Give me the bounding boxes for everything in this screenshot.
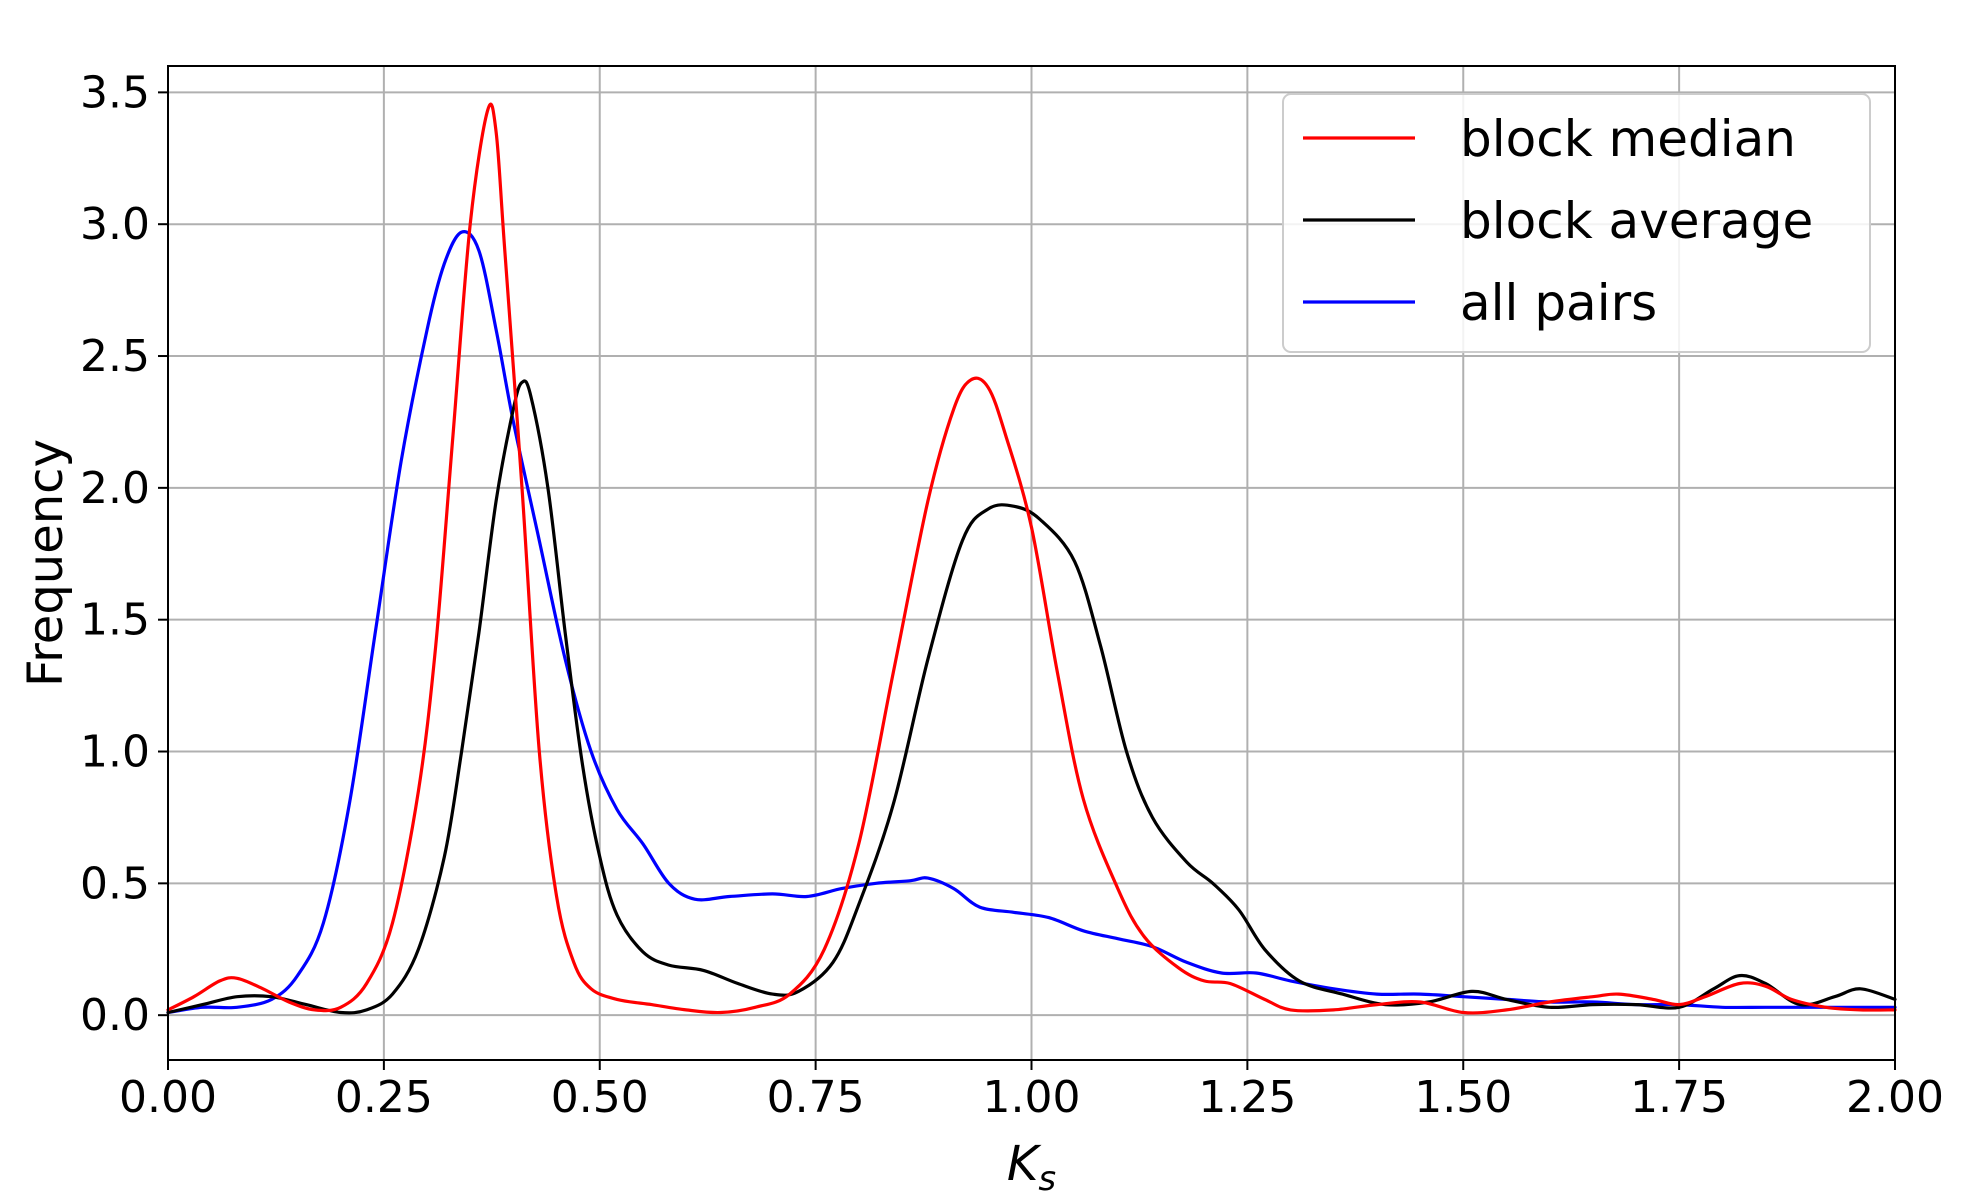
series-line-block-median	[166, 102, 1897, 1015]
legend-label-all-pairs: all pairs	[1460, 274, 1657, 332]
x-axis-label-subscript: s	[1038, 1159, 1056, 1195]
x-axis-label-main: K	[1007, 1136, 1042, 1192]
x-tick-label: 1.50	[1414, 1072, 1512, 1123]
legend: block median block average all pairs	[1282, 93, 1871, 353]
y-tick-label: 0.0	[80, 990, 150, 1041]
y-axis-label: Frequency	[18, 439, 74, 687]
x-tick-label: 0.75	[767, 1072, 865, 1123]
legend-label-block-average: block average	[1460, 192, 1813, 250]
axis-ticks: 0.00 0.25 0.50 0.75 1.00 1.25 1.50 1.75 2.00 0.0 0…	[80, 67, 1944, 1123]
x-tick-label: 0.50	[551, 1072, 649, 1123]
y-tick-label: 0.5	[80, 858, 150, 909]
series-line-block-average	[166, 379, 1897, 1015]
y-tick-label: 3.0	[80, 199, 150, 250]
plot-area	[166, 102, 1897, 1015]
legend-box	[1282, 93, 1871, 353]
x-tick-label: 1.75	[1630, 1072, 1728, 1123]
y-tick-label: 2.0	[80, 463, 150, 514]
x-tick-label: 0.25	[335, 1072, 433, 1123]
y-tick-label: 2.5	[80, 331, 150, 382]
x-tick-label: 1.25	[1198, 1072, 1296, 1123]
x-tick-label: 0.00	[119, 1072, 217, 1123]
x-axis-label: Ks	[1007, 1136, 1056, 1195]
y-tick-label: 1.5	[80, 595, 150, 646]
y-tick-label: 3.5	[80, 67, 150, 118]
x-tick-label: 2.00	[1846, 1072, 1944, 1123]
x-tick-label: 1.00	[983, 1072, 1081, 1123]
y-tick-label: 1.0	[80, 727, 150, 778]
series-line-all-pairs	[166, 230, 1897, 1015]
legend-label-block-median: block median	[1460, 110, 1796, 168]
